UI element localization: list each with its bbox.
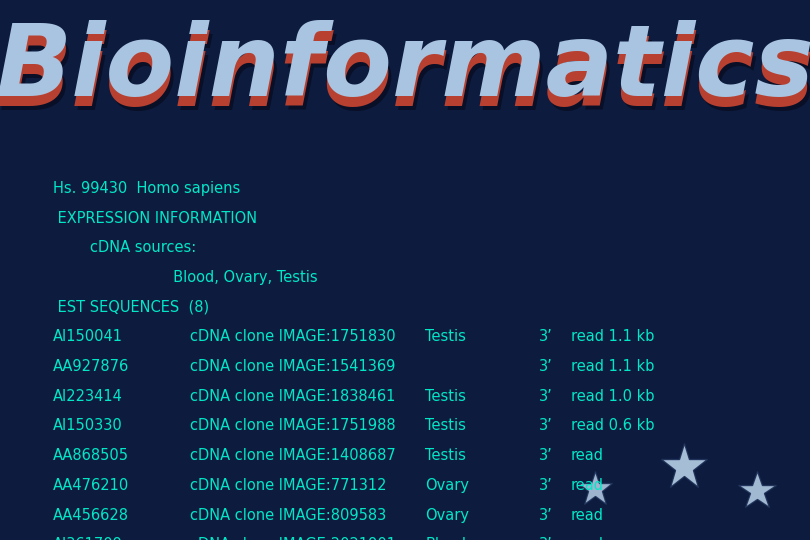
Text: AI150330: AI150330	[53, 418, 122, 434]
Text: Ovary: Ovary	[425, 478, 469, 493]
Text: 3’: 3’	[539, 359, 552, 374]
Text: Testis: Testis	[425, 329, 466, 345]
Text: 3’: 3’	[539, 508, 552, 523]
Text: AI150041: AI150041	[53, 329, 122, 345]
Text: AA456628: AA456628	[53, 508, 129, 523]
Text: read: read	[571, 508, 604, 523]
Text: Blood: Blood	[425, 537, 467, 540]
Text: cDNA clone IMAGE:771312: cDNA clone IMAGE:771312	[190, 478, 387, 493]
Text: cDNA clone IMAGE:1751830: cDNA clone IMAGE:1751830	[190, 329, 396, 345]
Text: Testis: Testis	[425, 418, 466, 434]
Text: Bioinformatics: Bioinformatics	[0, 34, 810, 131]
Text: read: read	[571, 537, 604, 540]
Text: cDNA clone IMAGE:1408687: cDNA clone IMAGE:1408687	[190, 448, 396, 463]
Text: read: read	[571, 448, 604, 463]
Text: AA476210: AA476210	[53, 478, 129, 493]
Text: read 1.0 kb: read 1.0 kb	[571, 389, 654, 404]
Text: cDNA sources:: cDNA sources:	[53, 240, 196, 255]
Text: 3’: 3’	[539, 537, 552, 540]
Text: AI223414: AI223414	[53, 389, 122, 404]
Text: Hs. 99430  Homo sapiens: Hs. 99430 Homo sapiens	[53, 181, 240, 196]
Text: cDNA clone IMAGE:2021901: cDNA clone IMAGE:2021901	[190, 537, 396, 540]
Text: EXPRESSION INFORMATION: EXPRESSION INFORMATION	[53, 211, 257, 226]
Text: AA927876: AA927876	[53, 359, 129, 374]
Text: Blood, Ovary, Testis: Blood, Ovary, Testis	[53, 270, 318, 285]
Text: cDNA clone IMAGE:1838461: cDNA clone IMAGE:1838461	[190, 389, 396, 404]
Text: read 1.1 kb: read 1.1 kb	[571, 329, 654, 345]
Text: Ovary: Ovary	[425, 508, 469, 523]
Text: read 1.1 kb: read 1.1 kb	[571, 359, 654, 374]
Text: Bioinformatics: Bioinformatics	[0, 30, 810, 127]
Text: 3’: 3’	[539, 448, 552, 463]
Text: 3’: 3’	[539, 418, 552, 434]
Text: read 0.6 kb: read 0.6 kb	[571, 418, 654, 434]
Text: cDNA clone IMAGE:1541369: cDNA clone IMAGE:1541369	[190, 359, 396, 374]
Text: Bioinformatics: Bioinformatics	[0, 20, 810, 117]
Text: Testis: Testis	[425, 389, 466, 404]
Text: cDNA clone IMAGE:809583: cDNA clone IMAGE:809583	[190, 508, 386, 523]
Text: AA868505: AA868505	[53, 448, 129, 463]
Text: 3’: 3’	[539, 478, 552, 493]
Text: read: read	[571, 478, 604, 493]
Text: cDNA clone IMAGE:1751988: cDNA clone IMAGE:1751988	[190, 418, 396, 434]
Text: AI361709: AI361709	[53, 537, 122, 540]
Text: Testis: Testis	[425, 448, 466, 463]
Text: 3’: 3’	[539, 389, 552, 404]
Text: EST SEQUENCES  (8): EST SEQUENCES (8)	[53, 300, 209, 315]
Text: 3’: 3’	[539, 329, 552, 345]
